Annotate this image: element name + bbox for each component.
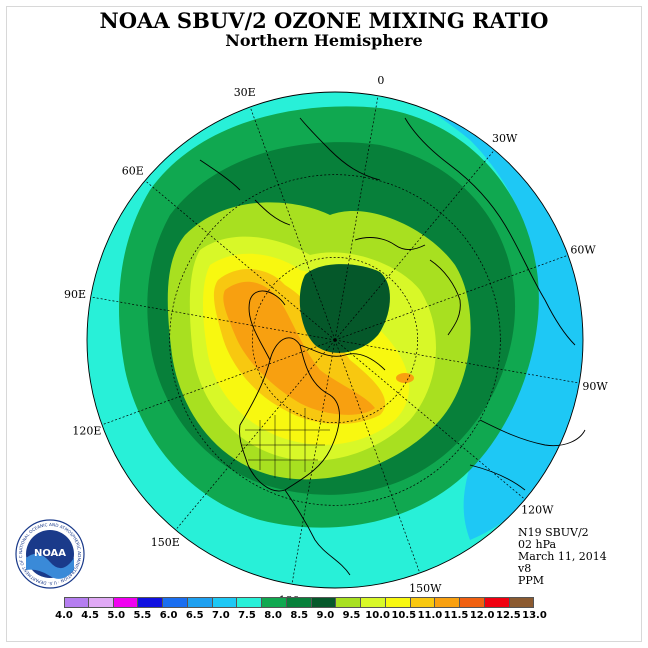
meridian-line-1 [144,180,336,341]
date-label: March 11, 2014 [518,550,607,563]
legend-tick-label: 12.0 [469,610,495,621]
noaa-logo: NATIONAL OCEANIC AND ATMOSPHERIC ADMINIS… [14,518,85,589]
longitude-label: 150W [409,582,442,595]
legend-tick-label: 11.0 [417,610,443,621]
legend-tick-labels: 4.0 4.5 5.0 5.5 6.0 6.5 7.0 7.5 8.0 8.5 9.0 9.5 10.0… [55,608,584,622]
legend-color-bar [64,597,584,608]
legend-swatch [138,597,163,608]
legend-tick-label: 8.5 [290,610,309,621]
legend-swatch [113,597,139,608]
longitude-label: 120E [72,424,101,437]
map-subtitle: Northern Hemisphere [225,31,423,50]
meridian-line-11 [101,339,336,426]
legend-swatch [484,597,510,608]
legend-swatch [262,597,287,608]
field-polar-low [299,264,390,353]
legend-tick-label: 7.5 [238,610,256,621]
longitude-label: 120W [521,504,554,517]
lat-lon-grid [90,95,580,585]
legend-tick-label: 13.0 [522,610,547,621]
legend-swatch [212,597,238,608]
longitude-label: 0 [377,74,384,87]
legend-swatch [361,597,386,608]
legend-swatch [64,597,89,608]
legend-tick-label: 12.5 [495,610,521,621]
legend-tick-label: 10.5 [391,610,417,621]
legend-swatch [163,597,188,608]
longitude-label: 90E [64,288,86,301]
legend-tick-label: 9.0 [316,610,335,621]
meridian-line-5 [334,254,569,341]
longitude-label: 30E [234,86,256,99]
legend-tick-label: 8.0 [264,610,282,621]
meridian-line-6 [334,339,580,384]
figure-frame [6,6,642,642]
legend-swatch [460,597,485,608]
legend-tick-label: 5.0 [107,610,126,621]
legend-swatch [410,597,436,608]
instrument-label: N19 SBUV/2 [518,526,589,539]
coastlines [199,117,586,576]
legend-tick-label: 6.0 [159,610,178,621]
color-scale-legend: 4.0 4.5 5.0 5.5 6.0 6.5 7.0 7.5 8.0 8.5 9.0 9.5 10.0… [55,597,584,622]
latitude-circle-2 [169,174,501,506]
legend-swatch [286,597,312,608]
meridian-line-9 [291,339,336,585]
legend-swatch [435,597,460,608]
legend-tick-label: 11.5 [443,610,469,621]
longitude-label: 30W [492,132,518,145]
map-info-block: N19 SBUV/2 02 hPa March 11, 2014 v8 PPM [518,527,607,587]
longitude-label: 60W [570,244,596,257]
state-borders [242,408,330,480]
meridian-line-8 [334,339,421,574]
legend-tick-label: 4.5 [81,610,99,621]
legend-tick-label: 10.0 [365,610,390,621]
map-title: NOAA SBUV/2 OZONE MIXING RATIO [99,8,549,33]
longitude-label: 90W [582,380,608,393]
legend-tick-label: 7.0 [211,610,230,621]
legend-swatch [385,597,411,608]
legend-swatch [509,597,535,608]
map-boundary [86,91,584,589]
meridian-line-0 [90,296,336,341]
legend-tick-label: 4.0 [55,610,73,621]
latitude-circle-1 [251,256,419,424]
legend-swatch [311,597,337,608]
meridian-line-7 [334,339,526,500]
meridian-line-3 [334,95,379,341]
legend-tick-label: 5.5 [133,610,152,621]
longitude-label: 60E [122,164,144,177]
longitude-labels: 90E60E30E030W60W90W120W150W180150E120E [64,74,608,607]
field-small-orange-spot [396,373,414,383]
legend-swatch [336,597,361,608]
legend-swatch [187,597,213,608]
legend-tick-label: 6.5 [185,610,204,621]
longitude-label: 150E [151,536,180,549]
meridian-line-2 [249,106,336,341]
logo-text: NOAA [34,548,66,559]
meridian-line-4 [334,149,495,341]
version-label: v8 [518,562,532,575]
legend-swatch [237,597,262,608]
legend-tick-label: 9.5 [342,610,361,621]
legend-swatch [88,597,114,608]
pressure-label: 02 hPa [518,538,557,551]
unit-label: PPM [518,574,545,587]
field-orange-core [223,281,375,415]
